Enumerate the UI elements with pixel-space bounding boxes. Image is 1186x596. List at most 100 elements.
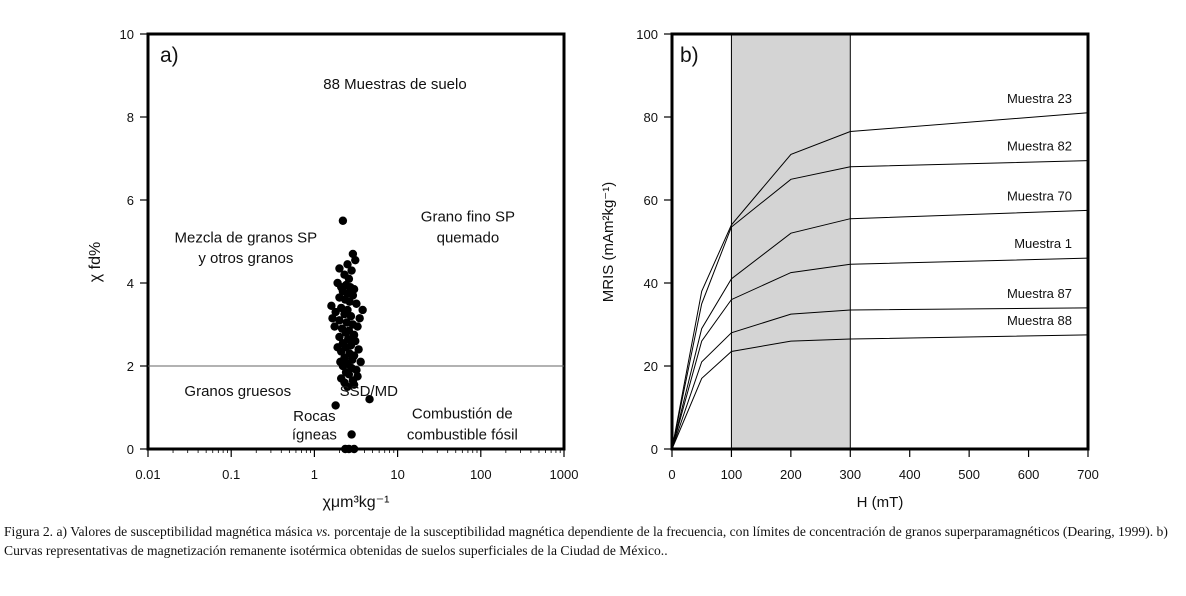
panel-b-ylabel: MRIS (mAm²kg⁻¹) — [600, 182, 617, 302]
series-line — [671, 112, 1089, 450]
region-label: combustible fósil — [407, 426, 518, 443]
x-tick-label: 100 — [470, 467, 492, 482]
data-point — [338, 216, 348, 225]
region-label: Rocas — [293, 408, 336, 425]
panel-a-label: a) — [160, 44, 179, 67]
region-label: SSD/MD — [340, 383, 399, 400]
panel-b-series-labels: Muestra 23 Muestra 82 Muestra 70 Muestra 1 M… — [1007, 91, 1072, 328]
series-line — [671, 160, 1089, 450]
x-tick-label: 100 — [721, 467, 743, 482]
region-label: quemado — [437, 229, 500, 246]
data-point — [338, 361, 348, 371]
data-point — [354, 345, 363, 354]
y-tick-label: 10 — [120, 27, 134, 42]
data-point — [347, 430, 356, 439]
x-tick-label: 10 — [390, 467, 404, 482]
series-line — [671, 307, 1089, 450]
panel-b-xlabel: H (mT) — [857, 494, 904, 511]
data-point — [330, 322, 339, 331]
series-label: Muestra 88 — [1007, 313, 1072, 328]
data-point — [337, 347, 346, 356]
y-tick-label: 20 — [644, 359, 658, 374]
data-point — [352, 299, 361, 308]
x-tick-label: 500 — [958, 467, 980, 482]
series-label: Muestra 1 — [1014, 236, 1072, 251]
data-point — [351, 255, 360, 265]
y-tick-label: 60 — [644, 193, 658, 208]
panel-a-scatter: 0.01 0.1 1 10 100 1000 0 2 4 6 8 10 Mezcla de grano… — [87, 27, 578, 511]
data-point — [365, 395, 374, 404]
panel-b-label: b) — [680, 44, 699, 67]
data-point — [343, 382, 352, 391]
x-tick-label: 600 — [1018, 467, 1040, 482]
panel-a-points — [327, 216, 374, 454]
data-point — [356, 357, 365, 367]
panel-b-frame — [670, 32, 1090, 451]
panel-a-xlabel: χμm³kg⁻¹ — [323, 494, 390, 511]
region-label: Grano fino SP — [421, 209, 515, 226]
data-point — [349, 380, 359, 389]
data-point — [340, 309, 349, 319]
x-tick-label: 0.01 — [135, 467, 160, 482]
x-tick-label: 1 — [311, 467, 318, 482]
x-tick-label: 700 — [1077, 467, 1099, 482]
data-point — [358, 305, 367, 315]
panel-b-line: 0 100 200 300 400 500 600 700 0 20 40 60 80 100 Muest… — [600, 27, 1099, 511]
data-point — [345, 297, 354, 306]
y-tick-label: 80 — [644, 110, 658, 125]
data-point — [348, 291, 358, 300]
region-label: Granos gruesos — [184, 383, 291, 400]
panel-a-ylabel: χ fd% — [87, 242, 104, 282]
x-tick-label: 400 — [899, 467, 921, 482]
series-line — [671, 334, 1089, 450]
data-point — [355, 314, 364, 323]
region-label: ígneas — [292, 426, 337, 443]
series-label: Muestra 70 — [1007, 188, 1072, 203]
data-point — [344, 370, 354, 379]
data-point — [341, 444, 350, 454]
region-label: y otros granos — [198, 250, 293, 267]
y-tick-label: 6 — [127, 193, 134, 208]
y-tick-label: 40 — [644, 276, 658, 291]
x-tick-label: 300 — [839, 467, 861, 482]
y-tick-label: 4 — [127, 276, 134, 291]
data-point — [335, 264, 344, 273]
data-point — [349, 330, 359, 340]
data-point — [331, 401, 340, 410]
panel-a-title: 88 Muestras de suelo — [323, 76, 466, 93]
y-tick-label: 2 — [127, 359, 134, 374]
series-label: Muestra 23 — [1007, 91, 1072, 106]
caption-part2: porcentaje de la susceptibilidad magnéti… — [4, 524, 1168, 558]
x-tick-label: 0 — [668, 467, 675, 482]
series-line — [671, 257, 1089, 450]
data-point — [347, 266, 356, 275]
data-point — [346, 312, 356, 321]
y-tick-label: 8 — [127, 110, 134, 125]
figure-caption: Figura 2. a) Valores de susceptibilidad … — [4, 522, 1180, 560]
y-tick-label: 0 — [127, 442, 134, 457]
data-point — [353, 322, 362, 331]
data-point — [335, 332, 344, 342]
panel-a-regions: Mezcla de granos SP y otros granos Grano f… — [175, 209, 518, 444]
data-point — [327, 301, 336, 311]
data-point — [352, 365, 361, 375]
panel-a-axes: 0.01 0.1 1 10 100 1000 0 2 4 6 8 10 — [120, 27, 579, 482]
data-point — [349, 285, 359, 294]
y-tick-label: 0 — [651, 442, 658, 457]
series-label: Muestra 82 — [1007, 139, 1072, 154]
data-point — [349, 444, 359, 454]
data-point — [335, 316, 344, 325]
panel-b-series — [671, 112, 1089, 450]
series-label: Muestra 87 — [1007, 286, 1072, 301]
x-tick-label: 0.1 — [222, 467, 240, 482]
data-point — [331, 307, 340, 317]
data-point — [343, 260, 352, 269]
series-line — [671, 209, 1089, 450]
x-tick-label: 200 — [780, 467, 802, 482]
region-label: Mezcla de granos SP — [175, 229, 318, 246]
shaded-range — [730, 33, 851, 450]
y-tick-label: 100 — [636, 27, 658, 42]
caption-vs: vs. — [315, 524, 331, 539]
panel-b-axes: 0 100 200 300 400 500 600 700 0 20 40 60 80 100 — [636, 27, 1099, 482]
